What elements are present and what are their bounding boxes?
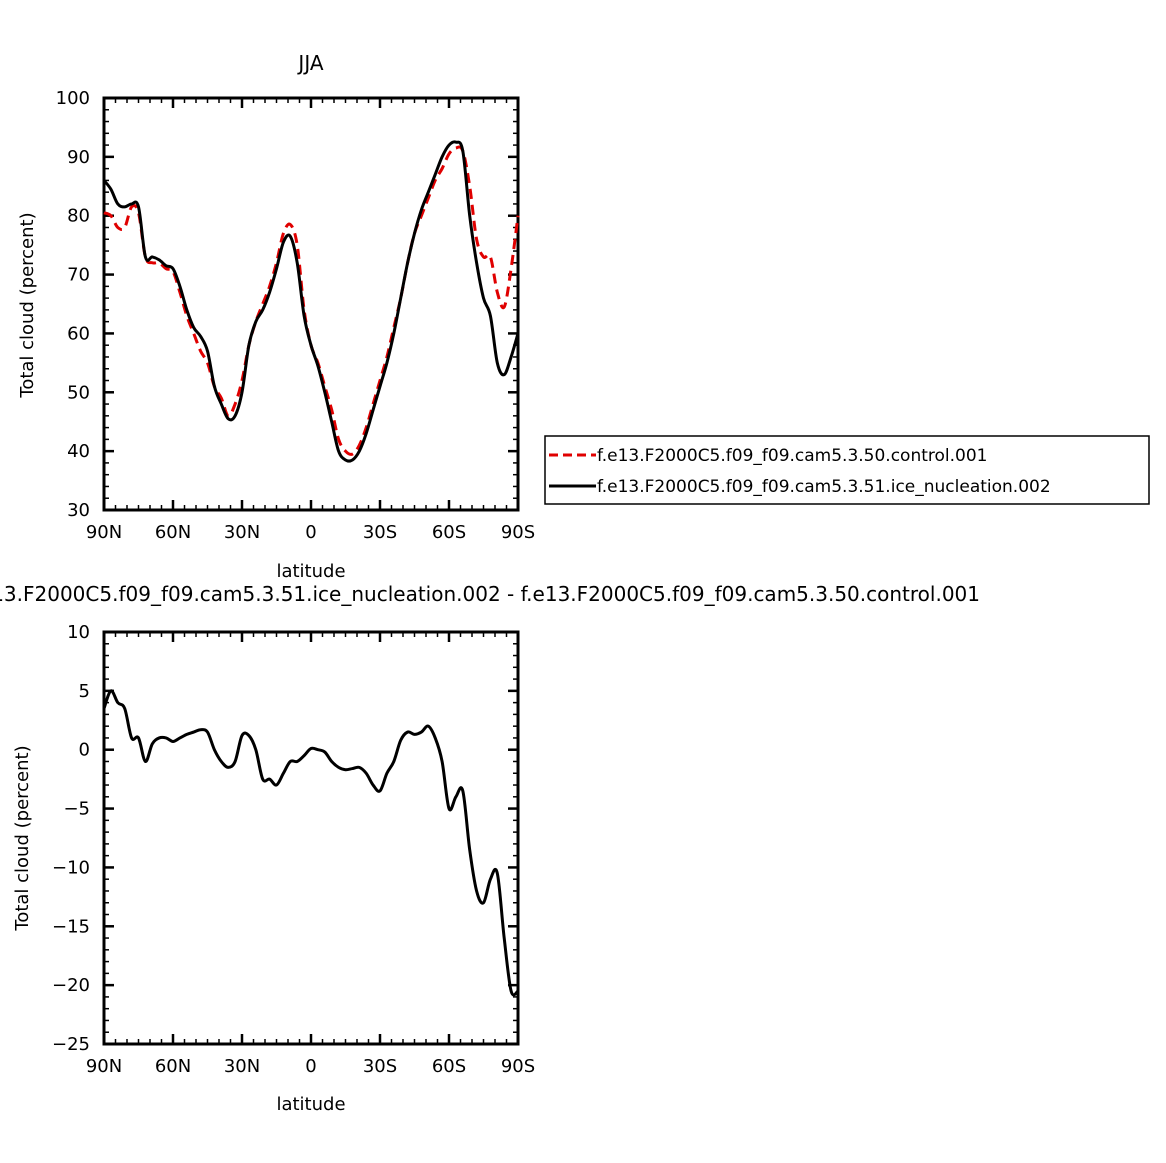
bottom-y-tick-label: 5 — [79, 681, 90, 702]
top-y-tick-label: 70 — [67, 265, 90, 286]
top-series-line-0 — [103, 145, 520, 456]
top-x-tick-label: 90N — [86, 522, 122, 543]
top-y-tick-label: 40 — [67, 441, 90, 462]
legend-box — [544, 435, 1150, 505]
bottom-y-tick-label: −25 — [52, 1034, 90, 1055]
bottom-x-tick-label: 30S — [363, 1056, 397, 1077]
bottom-x-axis-title: latitude — [276, 1094, 345, 1115]
bottom-plot-frame — [102, 630, 520, 1046]
top-x-tick-labels: 90N 60N 30N 0 30S 60S 90S — [86, 522, 535, 543]
top-x-tick-label: 60N — [155, 522, 191, 543]
top-x-tick-label: 0 — [305, 522, 316, 543]
top-x-tick-label: 90S — [501, 522, 535, 543]
top-y-tick-label: 80 — [67, 206, 90, 227]
bottom-series-lines — [102, 689, 519, 997]
bottom-y-tick-label: −20 — [52, 975, 90, 996]
bottom-series-line-0 — [102, 689, 519, 997]
bottom-y-tick-labels: 10 5 0 −5 −10 −15 −20 −25 — [52, 622, 90, 1055]
top-y-tick-label: 30 — [67, 500, 90, 521]
bottom-y-tick-label: −5 — [63, 799, 90, 820]
top-y-tick-label: 60 — [67, 323, 90, 344]
bottom-x-tick-label: 30N — [224, 1056, 260, 1077]
top-plot-frame — [102, 96, 520, 512]
top-series-line-1 — [102, 140, 520, 463]
top-y-axis-title: Total cloud (percent) — [17, 212, 38, 398]
top-y-tick-label: 50 — [67, 382, 90, 403]
top-y-tick-label: 100 — [56, 88, 90, 109]
top-axis-ticks — [102, 96, 520, 512]
bottom-axis-ticks — [102, 630, 520, 1046]
bottom-x-tick-label: 90N — [86, 1056, 122, 1077]
top-x-tick-label: 30S — [363, 522, 397, 543]
bottom-chart-title: f.e13.F2000C5.f09_f09.cam5.3.51.ice_nucl… — [0, 582, 980, 606]
top-series-lines — [102, 140, 520, 463]
bottom-y-tick-label: −10 — [52, 857, 90, 878]
top-y-tick-label: 90 — [67, 147, 90, 168]
bottom-x-tick-label: 90S — [501, 1056, 535, 1077]
bottom-x-tick-labels: 90N 60N 30N 0 30S 60S 90S — [86, 1056, 535, 1077]
top-x-tick-label: 60S — [432, 522, 466, 543]
top-chart-title: JJA — [296, 51, 323, 75]
bottom-x-tick-label: 0 — [305, 1056, 316, 1077]
legend-label-ice-nucleation: f.e13.F2000C5.f09_f09.cam5.3.51.ice_nucl… — [597, 477, 1051, 497]
bottom-y-axis-title: Total cloud (percent) — [12, 745, 33, 931]
top-x-tick-label: 30N — [224, 522, 260, 543]
bottom-y-tick-label: −15 — [52, 916, 90, 937]
legend: f.e13.F2000C5.f09_f09.cam5.3.50.control.… — [544, 435, 1150, 505]
top-x-axis-title: latitude — [276, 561, 345, 582]
bottom-x-tick-label: 60N — [155, 1056, 191, 1077]
bottom-x-tick-label: 60S — [432, 1056, 466, 1077]
legend-label-control: f.e13.F2000C5.f09_f09.cam5.3.50.control.… — [597, 446, 988, 466]
top-y-tick-labels: 30 40 50 60 70 80 90 100 — [56, 88, 90, 521]
bottom-y-tick-label: 0 — [79, 740, 90, 761]
bottom-chart: f.e13.F2000C5.f09_f09.cam5.3.51.ice_nucl… — [0, 582, 980, 1115]
bottom-y-tick-label: 10 — [67, 622, 90, 643]
